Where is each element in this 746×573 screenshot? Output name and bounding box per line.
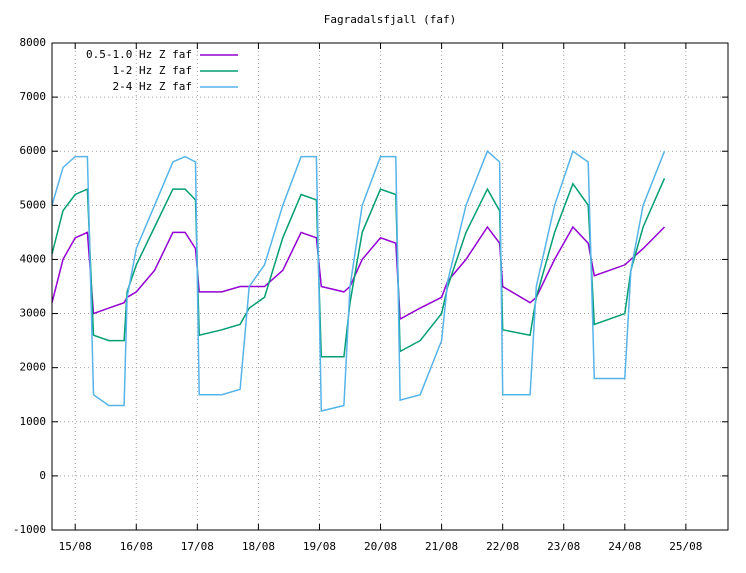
x-tick-label: 23/08 — [547, 540, 580, 553]
y-tick-label: 8000 — [20, 36, 47, 49]
x-tick-label: 20/08 — [364, 540, 397, 553]
x-tick-label: 21/08 — [425, 540, 458, 553]
x-tick-label: 24/08 — [608, 540, 641, 553]
y-tick-label: 1000 — [20, 415, 47, 428]
x-tick-label: 19/08 — [303, 540, 336, 553]
x-tick-label: 15/08 — [59, 540, 92, 553]
series-line — [51, 149, 666, 412]
legend-label: 2-4 Hz Z faf — [113, 80, 192, 93]
series-line — [51, 225, 666, 321]
y-tick-label: 0 — [39, 469, 46, 482]
plot-frame — [51, 42, 729, 531]
legend-label: 1-2 Hz Z faf — [113, 64, 192, 77]
y-tick-label: 7000 — [20, 90, 47, 103]
y-tick-label: 4000 — [20, 252, 47, 265]
y-tick-label: 5000 — [20, 198, 47, 211]
y-tick-label: 3000 — [20, 307, 47, 320]
y-tick-label: 2000 — [20, 361, 47, 374]
y-tick-label: 6000 — [20, 144, 47, 157]
x-tick-label: 25/08 — [669, 540, 702, 553]
chart-title: Fagradalsfjall (faf) — [324, 13, 456, 26]
x-tick-label: 17/08 — [181, 540, 214, 553]
legend-label: 0.5-1.0 Hz Z faf — [86, 48, 192, 61]
x-tick-label: 16/08 — [120, 540, 153, 553]
x-tick-label: 22/08 — [486, 540, 519, 553]
x-tick-label: 18/08 — [242, 540, 275, 553]
y-tick-label: -1000 — [13, 523, 46, 536]
